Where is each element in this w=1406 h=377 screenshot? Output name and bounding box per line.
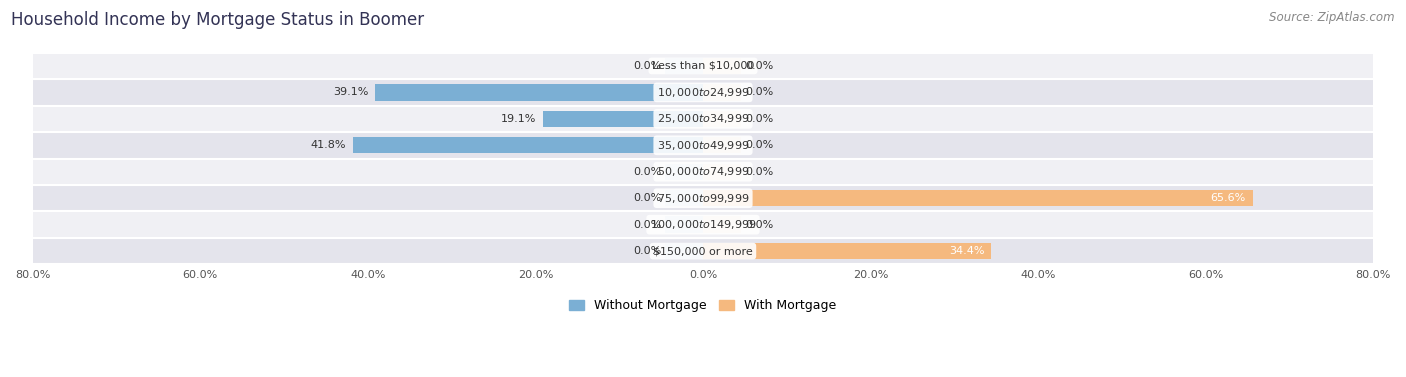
Text: 0.0%: 0.0% [745,220,773,230]
Text: Source: ZipAtlas.com: Source: ZipAtlas.com [1270,11,1395,24]
Text: 0.0%: 0.0% [745,167,773,177]
Legend: Without Mortgage, With Mortgage: Without Mortgage, With Mortgage [564,294,842,317]
Bar [32,132,1374,158]
Bar [703,164,741,180]
Text: Less than $10,000: Less than $10,000 [652,61,754,71]
Text: 39.1%: 39.1% [333,87,368,97]
Bar [703,84,741,101]
Text: 0.0%: 0.0% [633,220,661,230]
Text: 0.0%: 0.0% [633,246,661,256]
Text: 0.0%: 0.0% [633,167,661,177]
Text: 65.6%: 65.6% [1211,193,1246,203]
Text: 0.0%: 0.0% [633,193,661,203]
Bar [32,106,1374,132]
Text: 41.8%: 41.8% [311,140,346,150]
Bar [703,137,741,153]
Text: $25,000 to $34,999: $25,000 to $34,999 [657,112,749,125]
Bar [32,53,1374,79]
Text: Household Income by Mortgage Status in Boomer: Household Income by Mortgage Status in B… [11,11,425,29]
Text: 0.0%: 0.0% [745,140,773,150]
Text: $100,000 to $149,999: $100,000 to $149,999 [650,218,756,231]
Bar [665,216,703,233]
Bar [32,79,1374,106]
Bar [665,243,703,259]
Bar [665,164,703,180]
Bar [32,211,1374,238]
Bar [543,110,703,127]
Text: $50,000 to $74,999: $50,000 to $74,999 [657,165,749,178]
Bar [32,158,1374,185]
Bar [665,58,703,74]
Text: 34.4%: 34.4% [949,246,984,256]
Bar [665,190,703,207]
Bar [703,216,741,233]
Bar [703,243,991,259]
Bar [353,137,703,153]
Text: 0.0%: 0.0% [745,114,773,124]
Bar [703,110,741,127]
Text: 19.1%: 19.1% [501,114,536,124]
Text: $10,000 to $24,999: $10,000 to $24,999 [657,86,749,99]
Text: $35,000 to $49,999: $35,000 to $49,999 [657,139,749,152]
Text: $75,000 to $99,999: $75,000 to $99,999 [657,192,749,205]
Text: $150,000 or more: $150,000 or more [654,246,752,256]
Bar [32,238,1374,264]
Text: 0.0%: 0.0% [745,61,773,71]
Bar [703,58,741,74]
Bar [32,185,1374,211]
Text: 0.0%: 0.0% [633,61,661,71]
Bar [703,190,1253,207]
Bar [375,84,703,101]
Text: 0.0%: 0.0% [745,87,773,97]
